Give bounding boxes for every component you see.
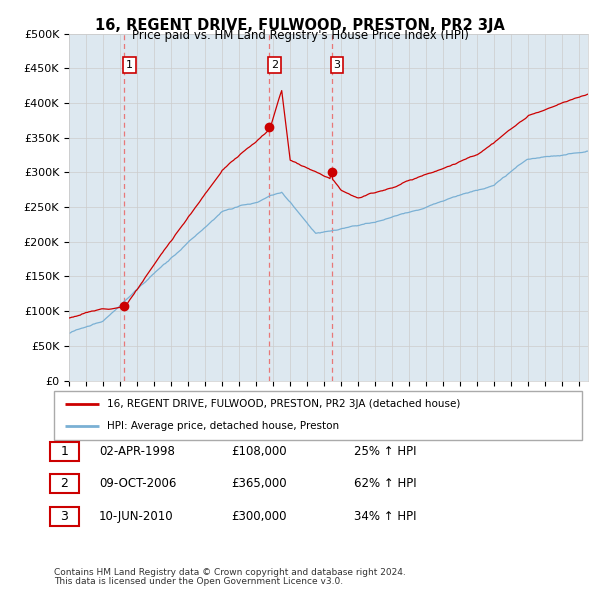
Text: HPI: Average price, detached house, Preston: HPI: Average price, detached house, Pres…	[107, 421, 339, 431]
Text: Contains HM Land Registry data © Crown copyright and database right 2024.: Contains HM Land Registry data © Crown c…	[54, 568, 406, 576]
Text: This data is licensed under the Open Government Licence v3.0.: This data is licensed under the Open Gov…	[54, 577, 343, 586]
Text: £365,000: £365,000	[231, 477, 287, 490]
Text: 02-APR-1998: 02-APR-1998	[99, 445, 175, 458]
FancyBboxPatch shape	[50, 474, 79, 493]
Text: Price paid vs. HM Land Registry's House Price Index (HPI): Price paid vs. HM Land Registry's House …	[131, 30, 469, 42]
Text: 1: 1	[61, 445, 68, 458]
Text: 09-OCT-2006: 09-OCT-2006	[99, 477, 176, 490]
FancyBboxPatch shape	[50, 442, 79, 461]
FancyBboxPatch shape	[54, 391, 582, 440]
Text: 10-JUN-2010: 10-JUN-2010	[99, 510, 173, 523]
Text: £300,000: £300,000	[231, 510, 287, 523]
Text: 3: 3	[334, 60, 340, 70]
FancyBboxPatch shape	[50, 507, 79, 526]
Text: 16, REGENT DRIVE, FULWOOD, PRESTON, PR2 3JA: 16, REGENT DRIVE, FULWOOD, PRESTON, PR2 …	[95, 18, 505, 32]
Text: 3: 3	[61, 510, 68, 523]
Text: 2: 2	[61, 477, 68, 490]
Text: 1: 1	[126, 60, 133, 70]
Text: 62% ↑ HPI: 62% ↑ HPI	[354, 477, 416, 490]
Text: 34% ↑ HPI: 34% ↑ HPI	[354, 510, 416, 523]
Text: 25% ↑ HPI: 25% ↑ HPI	[354, 445, 416, 458]
Text: 2: 2	[271, 60, 278, 70]
Text: 16, REGENT DRIVE, FULWOOD, PRESTON, PR2 3JA (detached house): 16, REGENT DRIVE, FULWOOD, PRESTON, PR2 …	[107, 399, 460, 409]
Text: £108,000: £108,000	[231, 445, 287, 458]
